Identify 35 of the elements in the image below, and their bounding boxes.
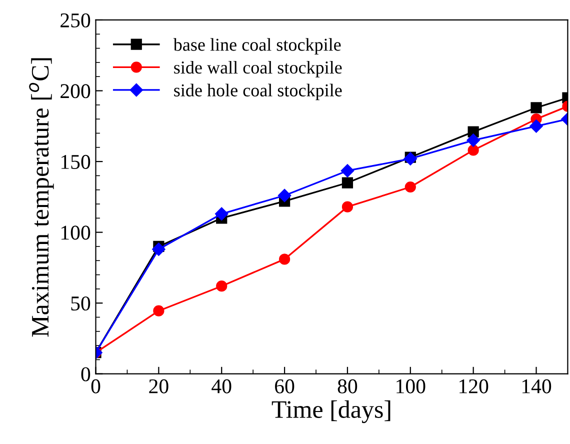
legend-label: side wall coal stockpile: [174, 60, 342, 78]
x-tick-label: 40: [212, 379, 232, 394]
point: [216, 280, 228, 292]
y-tick-label: 200: [60, 84, 90, 98]
point: [215, 207, 228, 220]
x-tick-label: 120: [460, 379, 488, 394]
point: [468, 126, 479, 138]
point: [468, 144, 479, 156]
x-axis-title: Time [days]: [272, 400, 390, 424]
x-tick-label: 80: [338, 379, 358, 394]
x-tick-label: 60: [275, 379, 294, 394]
legend-label: side hole coal stockpile: [174, 84, 342, 100]
point: [153, 305, 164, 316]
point: [152, 242, 166, 256]
point: [340, 164, 354, 178]
point: [404, 152, 417, 166]
y-tick-label: 100: [61, 226, 90, 240]
x-tick-label: 0: [91, 379, 100, 394]
point: [530, 102, 542, 114]
point: [278, 188, 292, 202]
x-tick-label: 100: [396, 379, 426, 394]
y-axis-title: Maximum temperature [$^{o}$C]: [29, 58, 54, 337]
point: [342, 201, 354, 212]
point: [342, 177, 354, 188]
y-tick-label: 50: [71, 296, 90, 311]
x-tick-label: 20: [149, 379, 168, 394]
point: [466, 134, 480, 147]
y-tick-label: 0: [81, 367, 90, 382]
legend-label: base line coal stockpile: [173, 38, 341, 55]
point: [404, 181, 416, 193]
x-tick-label: 140: [522, 379, 552, 394]
point: [278, 254, 290, 265]
y-tick-label: 250: [60, 13, 90, 28]
y-tick-label: 150: [61, 154, 90, 169]
point: [530, 120, 543, 133]
